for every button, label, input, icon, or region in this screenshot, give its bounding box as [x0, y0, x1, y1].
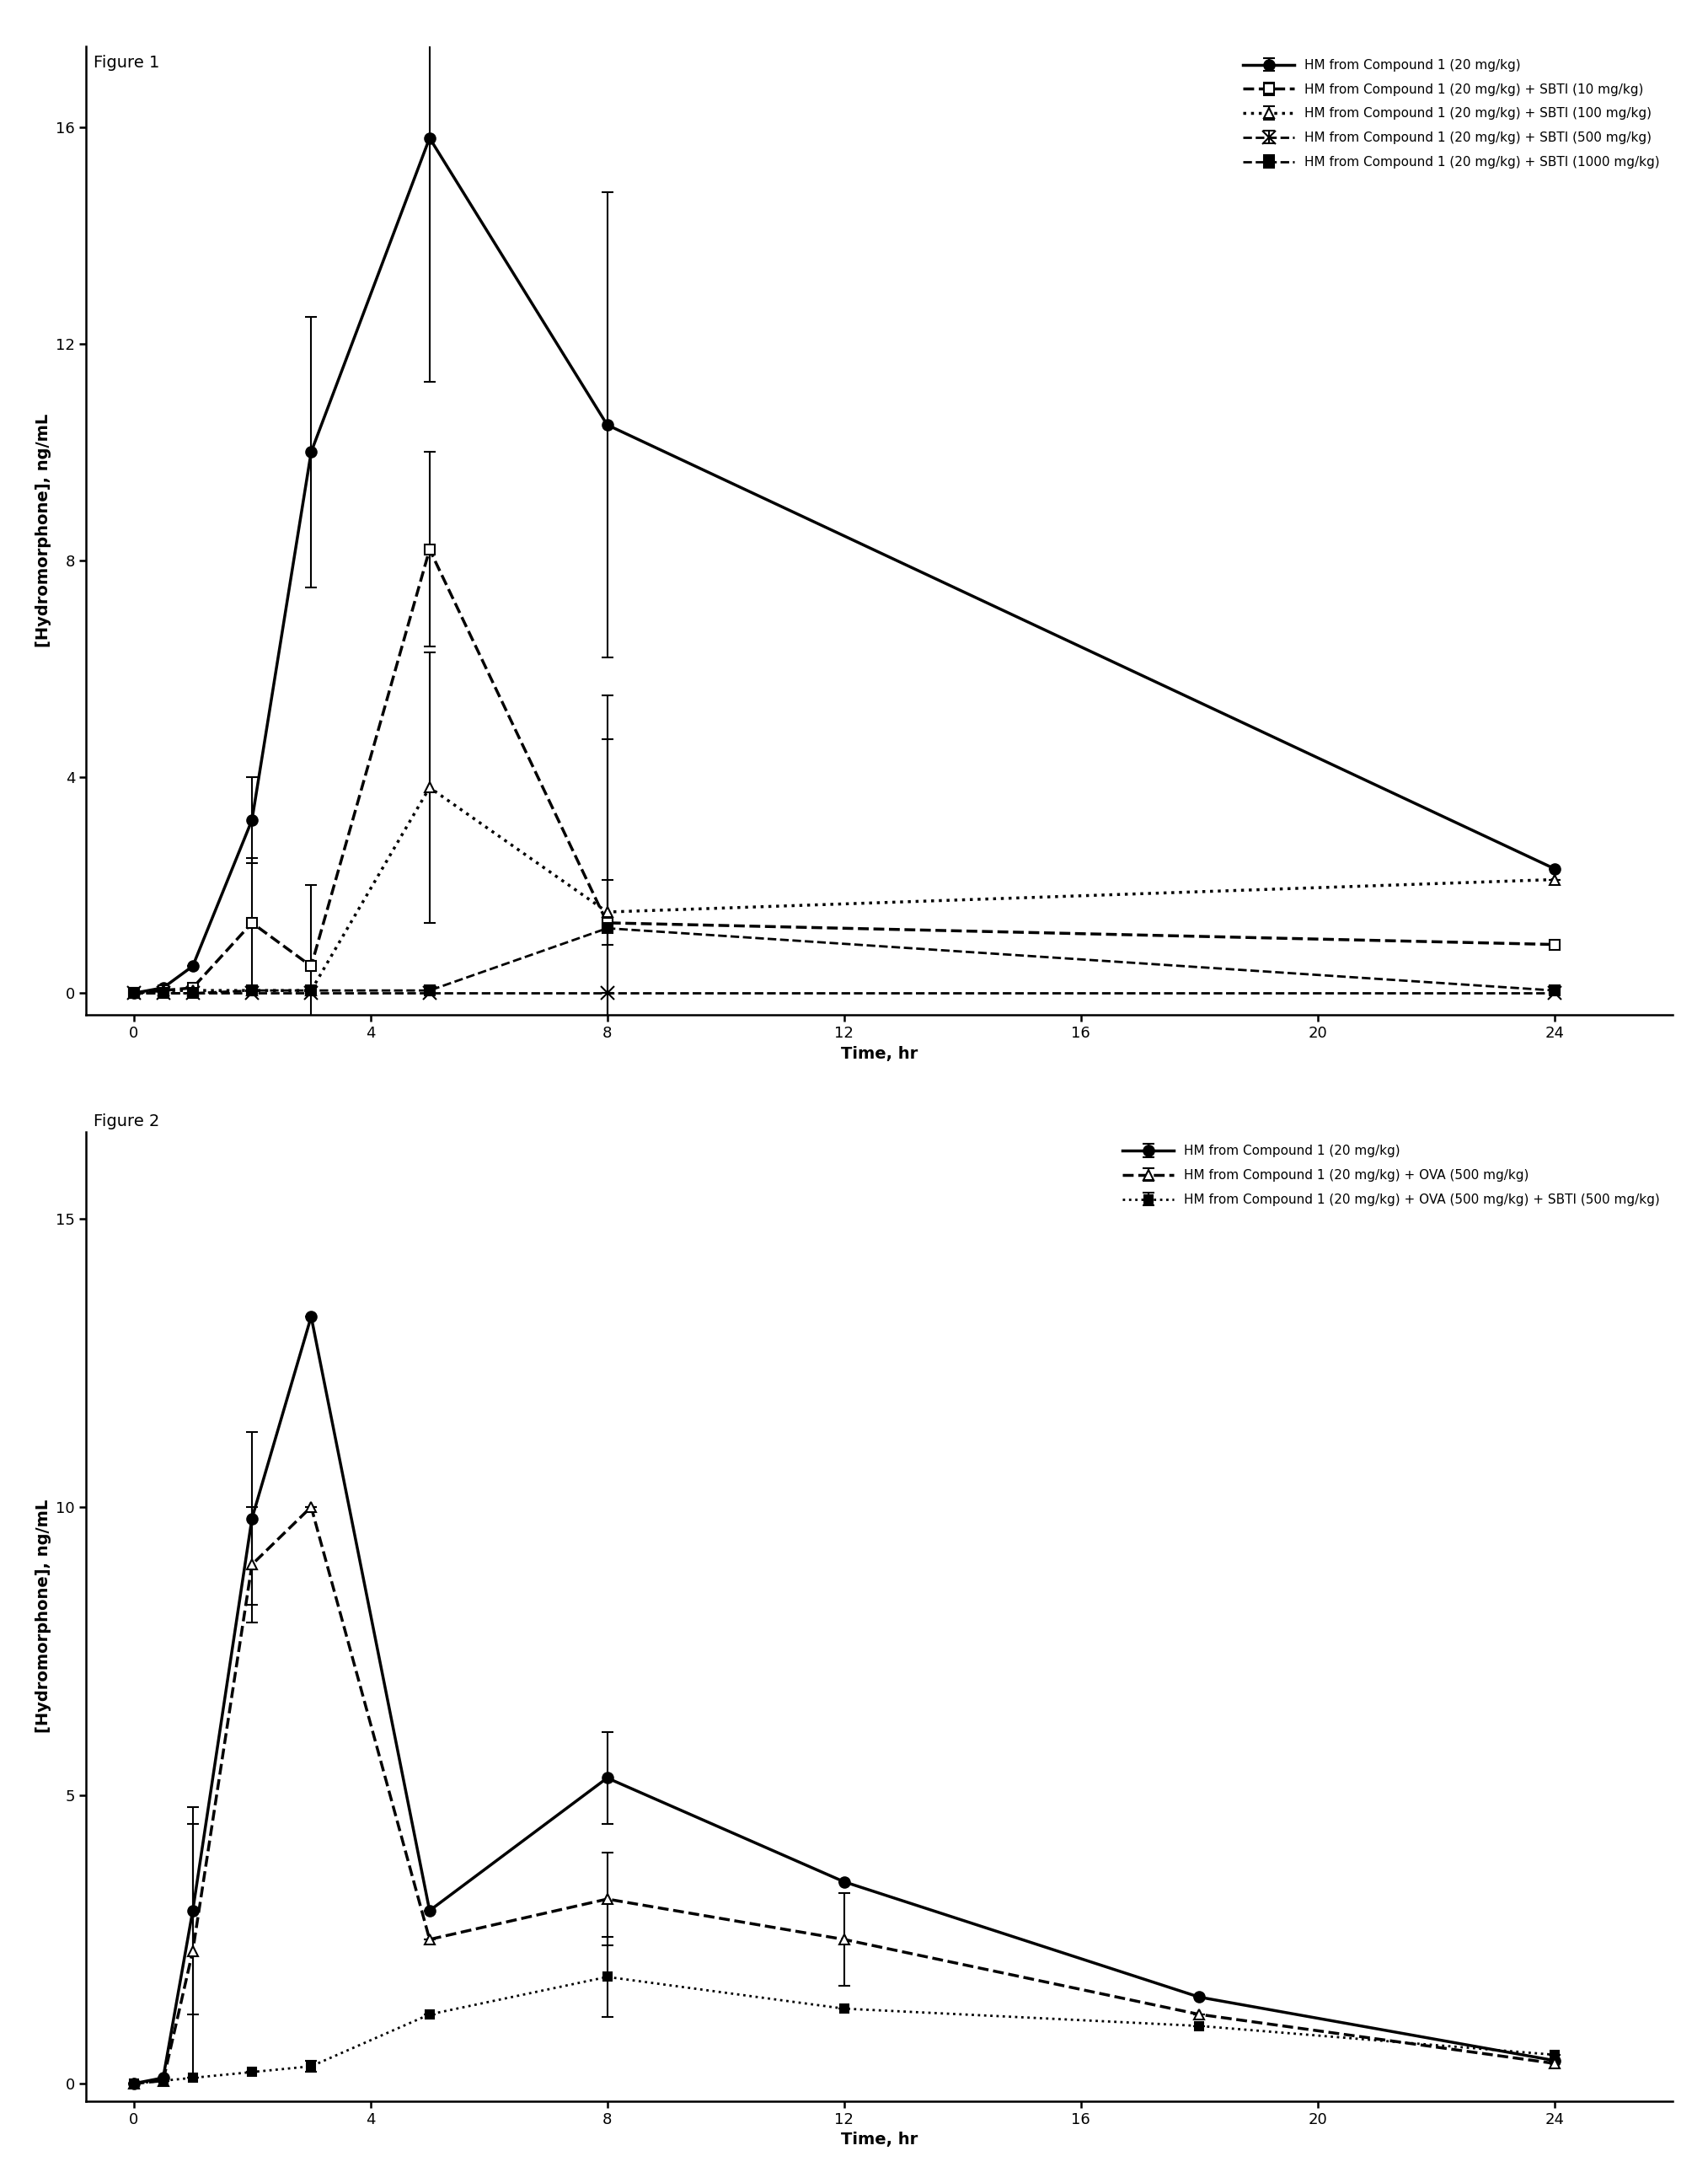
Y-axis label: [Hydromorphone], ng/mL: [Hydromorphone], ng/mL [36, 1500, 51, 1733]
Text: Figure 1: Figure 1 [94, 55, 161, 70]
Text: Figure 2: Figure 2 [94, 1113, 161, 1129]
Legend: HM from Compound 1 (20 mg/kg), HM from Compound 1 (20 mg/kg) + OVA (500 mg/kg), : HM from Compound 1 (20 mg/kg), HM from C… [1115, 1140, 1667, 1212]
X-axis label: Time, hr: Time, hr [840, 1046, 917, 1061]
Y-axis label: [Hydromorphone], ng/mL: [Hydromorphone], ng/mL [36, 413, 51, 648]
X-axis label: Time, hr: Time, hr [840, 2133, 917, 2148]
Legend: HM from Compound 1 (20 mg/kg), HM from Compound 1 (20 mg/kg) + SBTI (10 mg/kg), : HM from Compound 1 (20 mg/kg), HM from C… [1237, 52, 1667, 175]
